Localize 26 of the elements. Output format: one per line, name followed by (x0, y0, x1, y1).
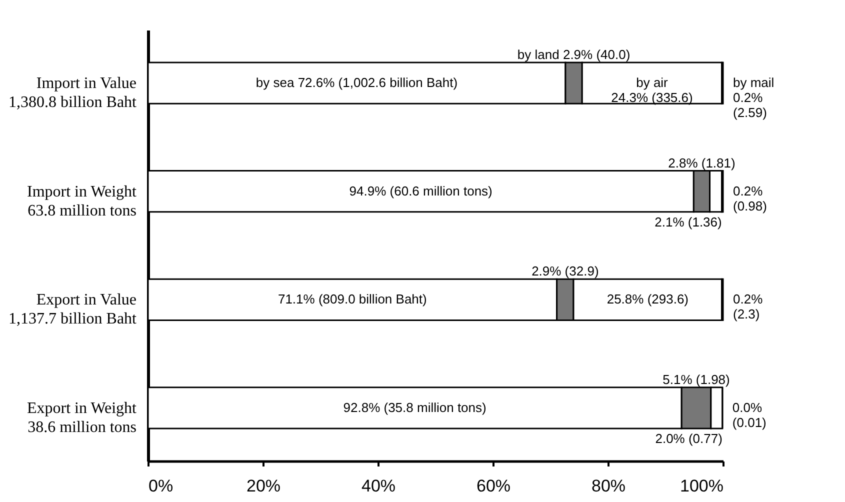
y-tick-label: Import in Weight 63.8 million tons (26, 183, 138, 220)
data-label: 2.9% (32.9) (532, 264, 599, 279)
x-tick-label: 40% (361, 476, 396, 496)
y-tick-label: Export in Value 1,137.7 billion Baht (8, 292, 138, 328)
data-label: 0.0% (0.01) (732, 400, 766, 430)
y-tick-label: Import in Value 1,380.8 billion Baht (8, 75, 138, 112)
data-label: 94.9% (60.6 million tons) (349, 183, 492, 198)
data-label: by air 24.3% (335.6) (611, 75, 693, 106)
data-label: by sea 72.6% (1,002.6 billion Baht) (256, 75, 458, 90)
data-label: by mail 0.2% (2.59) (733, 75, 774, 120)
data-label: 0.2% (2.3) (733, 292, 764, 322)
x-tick-label: 100% (680, 476, 724, 496)
x-tick-label: 20% (246, 476, 281, 496)
data-label: 2.1% (1.36) (654, 214, 722, 230)
data-label: 2.0% (0.77) (655, 430, 722, 446)
data-label: 2.8% (1.81) (668, 155, 736, 170)
data-label: by land 2.9% (40.0) (517, 47, 630, 62)
data-label: 25.8% (293.6) (606, 292, 689, 307)
x-tick-label: 80% (591, 476, 626, 496)
data-label: 71.1% (809.0 billion Baht) (278, 292, 427, 307)
y-tick-label: Export in Weight 38.6 million tons (26, 400, 138, 436)
x-tick-label: 60% (476, 476, 511, 496)
x-tick-label: 0% (148, 476, 174, 496)
data-label: 5.1% (1.98) (662, 372, 730, 387)
data-label: 92.8% (35.8 million tons) (343, 400, 486, 415)
data-label: 0.2% (0.98) (733, 183, 767, 214)
